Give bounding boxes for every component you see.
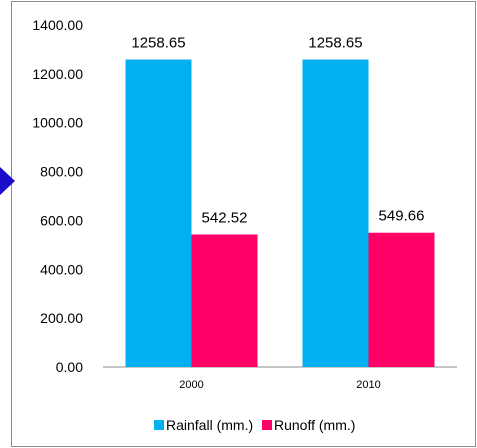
- data-label: 1258.65: [131, 35, 185, 52]
- y-tick-label: 0.00: [56, 359, 83, 375]
- legend-swatch: [154, 420, 164, 430]
- data-label: 1258.65: [308, 35, 362, 52]
- y-tick-label: 1400.00: [32, 17, 83, 33]
- legend-label: Rainfall (mm.): [166, 417, 253, 433]
- y-axis-tick-labels: 0.00 200.00 400.00 600.00 800.00 1000.00 1200.…: [32, 17, 83, 375]
- bar-rainfall-2010: [302, 59, 369, 367]
- legend-label: Runoff (mm.): [274, 417, 355, 433]
- arrow-pointer-icon: [0, 167, 15, 195]
- x-category-label: 2000: [179, 379, 203, 391]
- y-tick-label: 800.00: [40, 164, 83, 180]
- data-labels: 1258.65 542.52 1258.65 549.66: [131, 35, 424, 227]
- y-tick-label: 600.00: [40, 212, 83, 228]
- y-tick-label: 200.00: [40, 310, 83, 326]
- bar-runoff-2000: [191, 234, 258, 367]
- data-label: 549.66: [379, 208, 425, 225]
- legend: Rainfall (mm.) Runoff (mm.): [154, 417, 355, 433]
- chart-frame: [11, 1, 476, 447]
- bar-runoff-2010: [368, 232, 435, 367]
- y-tick-label: 1200.00: [32, 66, 83, 82]
- y-tick-label: 1000.00: [32, 115, 83, 131]
- data-label: 542.52: [202, 209, 248, 226]
- bars: [125, 59, 435, 367]
- legend-swatch: [262, 420, 272, 430]
- y-tick-label: 400.00: [40, 261, 83, 277]
- bar-rainfall-2000: [125, 59, 192, 367]
- x-axis-category-labels: 2000 2010: [179, 379, 380, 391]
- x-category-label: 2010: [356, 379, 380, 391]
